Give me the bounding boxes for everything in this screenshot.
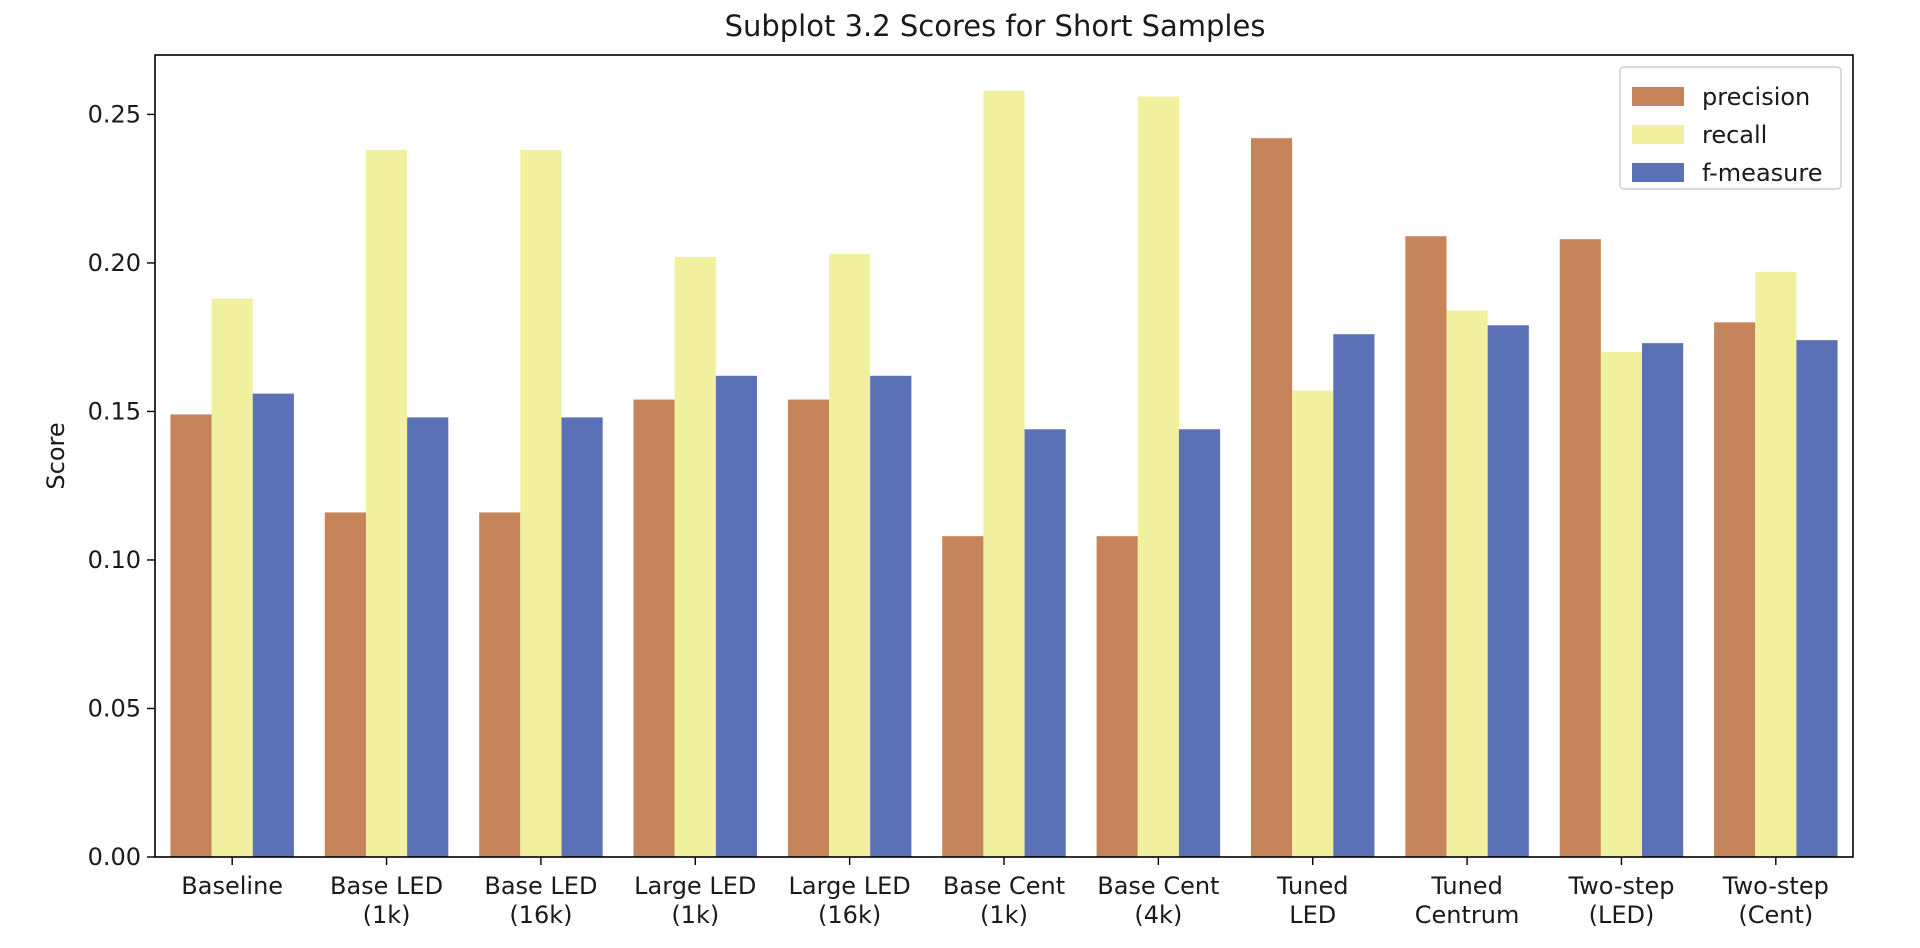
bar-recall-7	[1292, 390, 1334, 857]
bar-precision-2	[479, 512, 521, 857]
bar-recall-6	[1137, 96, 1179, 858]
bar-precision-1	[324, 512, 366, 857]
bar-f-measure-5	[1024, 429, 1066, 857]
bar-f-measure-1	[407, 417, 449, 857]
bar-recall-10	[1755, 271, 1797, 858]
x-tick-label: (LED)	[1589, 901, 1655, 929]
x-tick-label: Base Cent	[943, 872, 1065, 900]
y-ticks-group: 0.00 0.05 0.10 0.15 0.20 0.25	[88, 100, 155, 871]
bar-precision-3	[633, 399, 675, 857]
x-tick-label: Large LED	[789, 872, 911, 900]
bar-precision-4	[787, 399, 830, 857]
chart-title: Subplot 3.2 Scores for Short Samples	[725, 9, 1266, 43]
legend-label-f-measure: f-measure	[1702, 159, 1822, 187]
bars-group	[170, 90, 1838, 858]
bar-recall-8	[1446, 310, 1488, 857]
bar-precision-8	[1405, 236, 1447, 857]
x-tick-label: Tuned	[1430, 872, 1502, 900]
y-tick-label: 0.15	[88, 397, 141, 425]
bar-f-measure-7	[1333, 334, 1375, 858]
legend: precision recall f-measure	[1619, 66, 1842, 190]
legend-swatch-f-measure	[1632, 163, 1684, 182]
bar-f-measure-9	[1642, 343, 1684, 857]
bar-f-measure-0	[252, 393, 294, 857]
bar-f-measure-8	[1487, 325, 1529, 857]
bar-f-measure-10	[1796, 340, 1838, 857]
legend-label-recall: recall	[1702, 121, 1767, 149]
x-tick-label: (Cent)	[1738, 901, 1813, 929]
x-tick-label: Base Cent	[1097, 872, 1219, 900]
x-tick-label: Baseline	[181, 872, 283, 900]
x-tick-label: Base LED	[484, 872, 597, 900]
x-tick-label: (1k)	[980, 901, 1028, 929]
x-tick-label: Large LED	[634, 872, 756, 900]
x-tick-label: (4k)	[1134, 901, 1182, 929]
x-tick-label: Two-step	[1567, 872, 1674, 900]
x-ticks-group: Baseline Base LED(1k)Base LED(16k)Large L…	[181, 857, 1829, 929]
x-tick-label: (1k)	[363, 901, 411, 929]
y-tick-label: 0.10	[88, 546, 141, 574]
x-tick-label: LED	[1289, 901, 1336, 929]
y-tick-label: 0.25	[88, 100, 141, 128]
legend-swatch-recall	[1632, 125, 1684, 144]
x-tick-label: Centrum	[1415, 901, 1520, 929]
bar-recall-5	[983, 90, 1025, 857]
bar-recall-4	[829, 254, 871, 857]
x-tick-label: (16k)	[509, 901, 572, 929]
legend-swatch-precision	[1632, 87, 1684, 106]
bar-precision-10	[1714, 322, 1756, 858]
bar-recall-3	[674, 256, 716, 857]
x-tick-label: Tuned	[1276, 872, 1348, 900]
bar-precision-7	[1250, 138, 1293, 858]
bar-recall-1	[365, 150, 408, 858]
y-tick-label: 0.20	[88, 249, 141, 277]
x-tick-label: (16k)	[818, 901, 881, 929]
bar-f-measure-2	[561, 417, 603, 857]
y-tick-label: 0.00	[88, 843, 141, 871]
bar-precision-6	[1096, 536, 1138, 857]
bar-precision-9	[1559, 239, 1601, 857]
bar-f-measure-6	[1178, 429, 1221, 857]
bar-recall-9	[1600, 352, 1643, 857]
bar-f-measure-4	[870, 375, 912, 857]
x-tick-label: Two-step	[1722, 872, 1829, 900]
bar-precision-0	[170, 414, 212, 857]
bar-f-measure-3	[715, 375, 758, 857]
legend-label-precision: precision	[1702, 83, 1810, 111]
plot-frame	[154, 54, 1854, 858]
y-tick-label: 0.05	[88, 694, 141, 722]
x-tick-label: (1k)	[671, 901, 719, 929]
y-axis-label: Score	[42, 422, 70, 489]
bar-precision-5	[942, 536, 984, 857]
bar-recall-2	[520, 150, 562, 858]
bar-recall-0	[211, 298, 253, 857]
x-tick-label: Base LED	[330, 872, 443, 900]
